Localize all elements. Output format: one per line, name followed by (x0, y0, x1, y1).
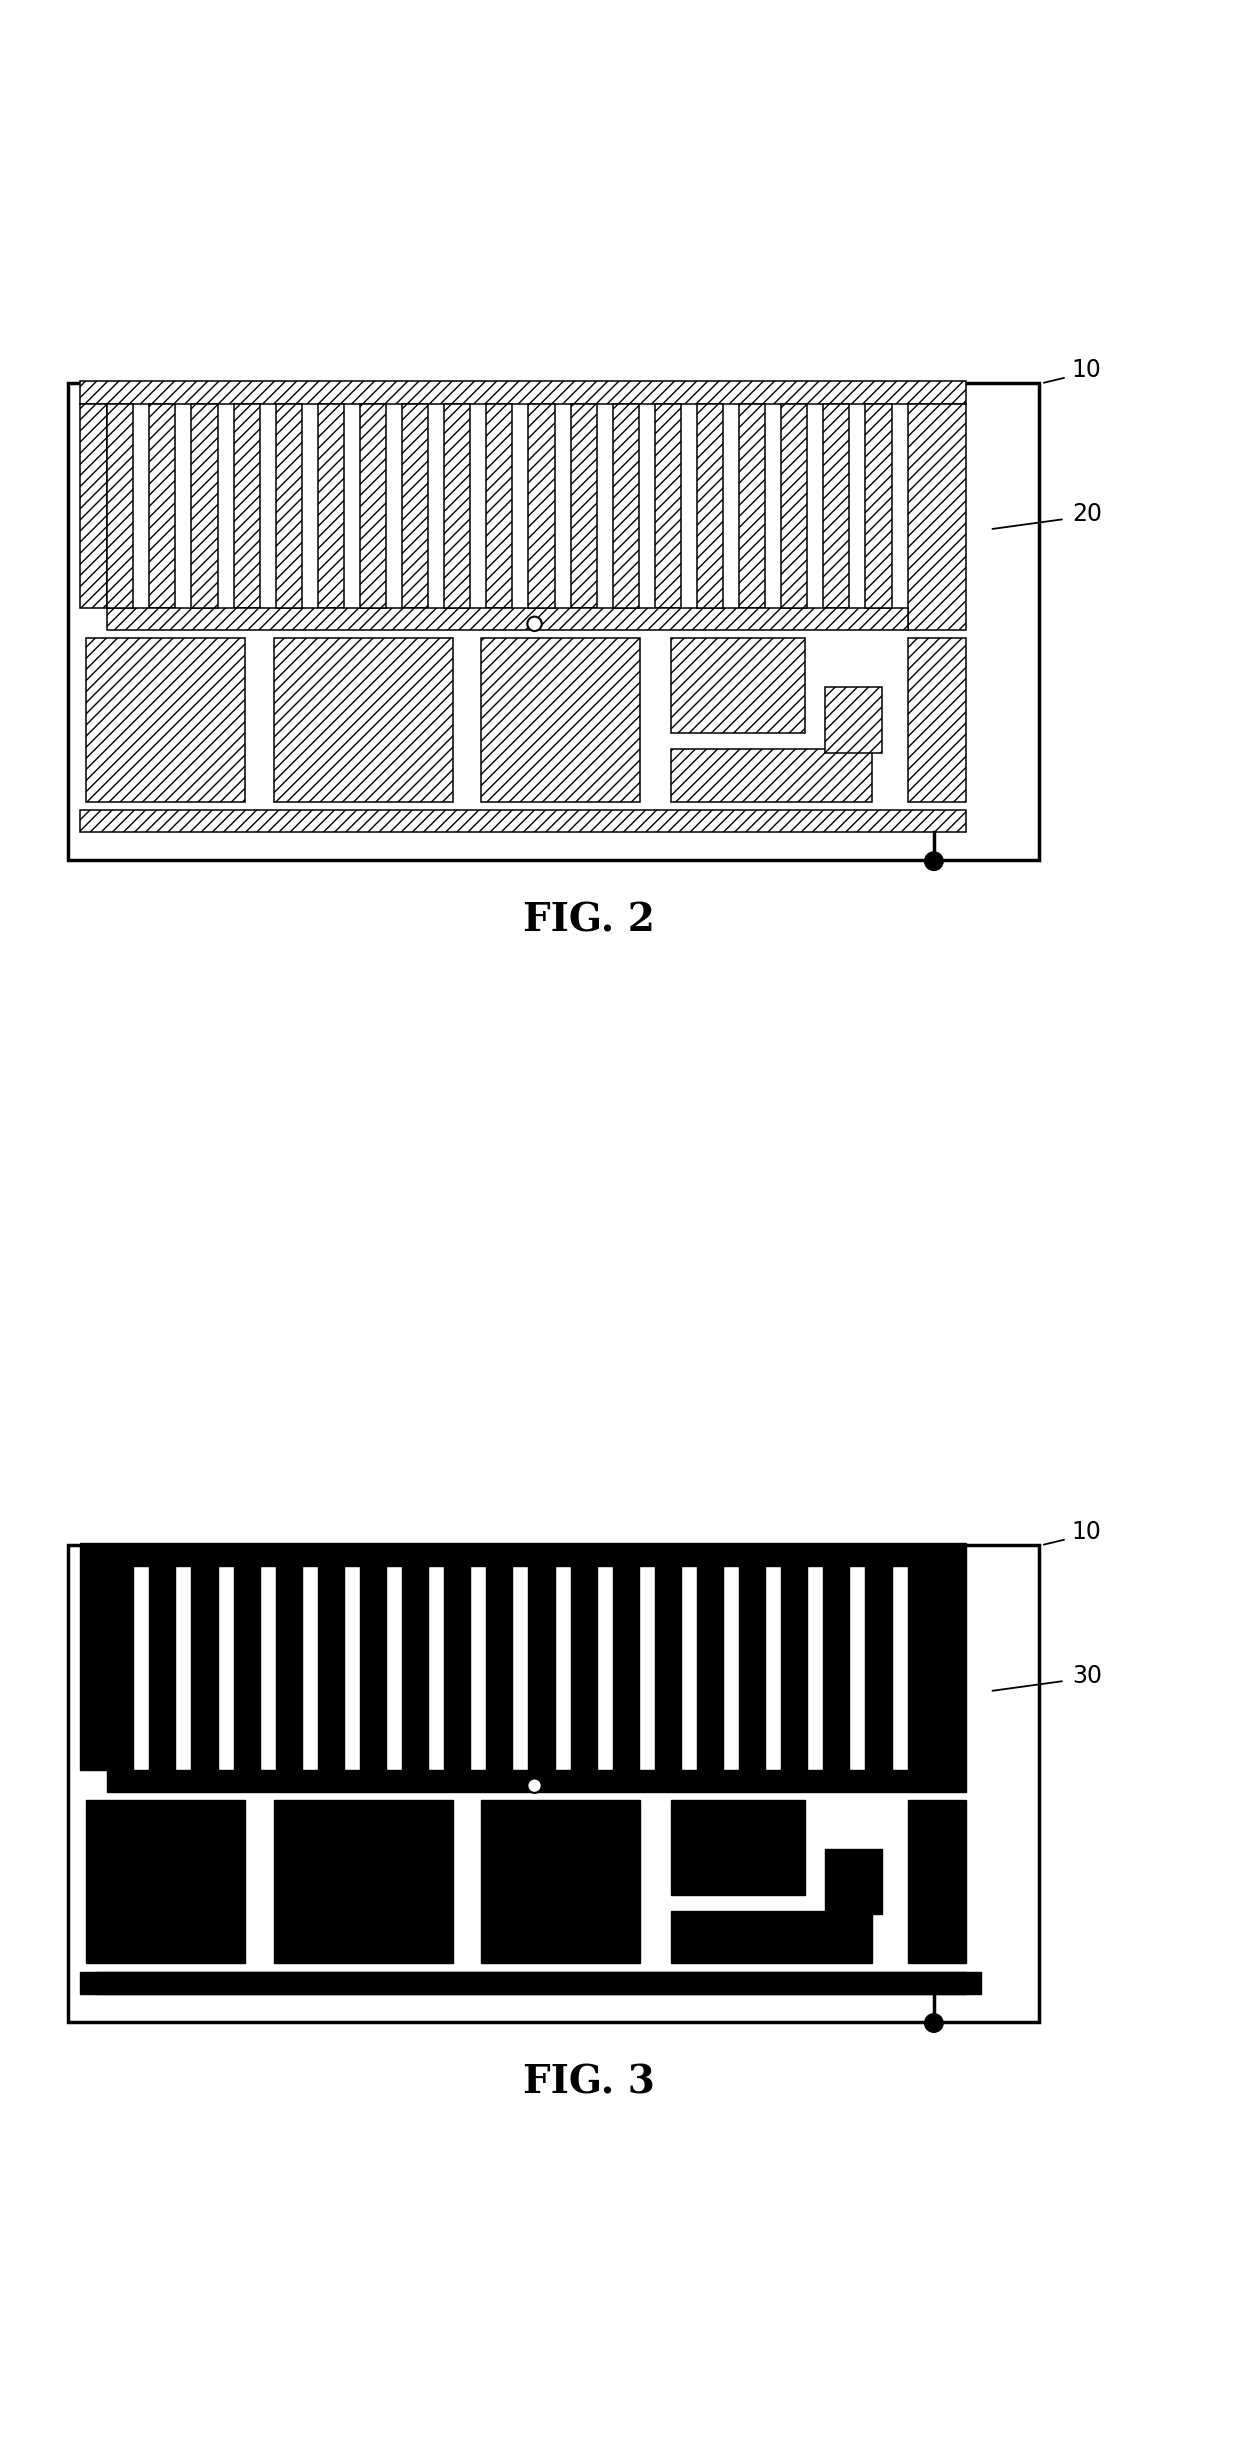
Bar (866, 1565, 892, 1771)
Bar (81, 382, 966, 404)
Bar (781, 1565, 807, 1771)
Bar (402, 1565, 428, 1771)
Bar (697, 1565, 723, 1771)
Bar (191, 404, 217, 609)
Bar (823, 1565, 849, 1771)
Bar (823, 404, 849, 609)
Bar (613, 404, 639, 609)
Text: FIG. 2: FIG. 2 (523, 900, 655, 939)
Circle shape (925, 851, 944, 871)
Bar (107, 609, 908, 631)
Bar (486, 1565, 512, 1771)
Bar (191, 1565, 217, 1771)
Circle shape (527, 616, 542, 631)
Bar (81, 1565, 107, 1771)
Bar (274, 638, 454, 802)
Bar (317, 1565, 343, 1771)
Bar (866, 404, 892, 609)
Text: 30: 30 (1071, 1663, 1102, 1688)
Bar (781, 404, 807, 609)
Bar (360, 404, 386, 609)
Bar (826, 687, 882, 753)
Bar (444, 1565, 470, 1771)
Circle shape (527, 1778, 542, 1793)
Bar (68, 384, 1039, 861)
Bar (274, 1800, 454, 1964)
Bar (444, 404, 470, 609)
Bar (613, 1565, 639, 1771)
Bar (107, 404, 134, 609)
Bar (402, 404, 428, 609)
Bar (908, 1800, 966, 1964)
Bar (81, 810, 966, 832)
Text: FIG. 3: FIG. 3 (523, 2062, 655, 2101)
Bar (528, 404, 554, 609)
Bar (360, 1565, 386, 1771)
Bar (908, 1565, 966, 1793)
Text: 10: 10 (1071, 357, 1102, 382)
Bar (697, 404, 723, 609)
Bar (81, 1971, 966, 1993)
Bar (671, 748, 872, 802)
Text: 10: 10 (1071, 1519, 1102, 1543)
Bar (908, 638, 966, 802)
Bar (739, 404, 765, 609)
Bar (233, 404, 259, 609)
Bar (570, 1565, 596, 1771)
Bar (68, 1546, 1039, 2023)
Bar (107, 1771, 908, 1793)
Bar (149, 404, 176, 609)
Bar (671, 638, 805, 734)
Text: 20: 20 (1071, 501, 1102, 526)
Bar (233, 1565, 259, 1771)
Bar (570, 404, 596, 609)
Bar (826, 1849, 882, 1915)
Bar (671, 1800, 805, 1896)
Bar (481, 1800, 640, 1964)
Bar (86, 638, 244, 802)
Bar (528, 1565, 554, 1771)
Bar (486, 404, 512, 609)
Bar (671, 1910, 872, 1964)
Bar (275, 1565, 301, 1771)
Circle shape (925, 2013, 944, 2033)
Bar (481, 638, 640, 802)
Bar (275, 404, 301, 609)
Bar (107, 1565, 134, 1771)
Bar (81, 404, 107, 609)
Bar (81, 1543, 966, 1565)
Bar (655, 404, 681, 609)
Bar (739, 1565, 765, 1771)
Bar (95, 1971, 982, 1993)
Bar (655, 1565, 681, 1771)
Bar (317, 404, 343, 609)
Bar (908, 404, 966, 631)
Bar (86, 1800, 244, 1964)
Bar (149, 1565, 176, 1771)
